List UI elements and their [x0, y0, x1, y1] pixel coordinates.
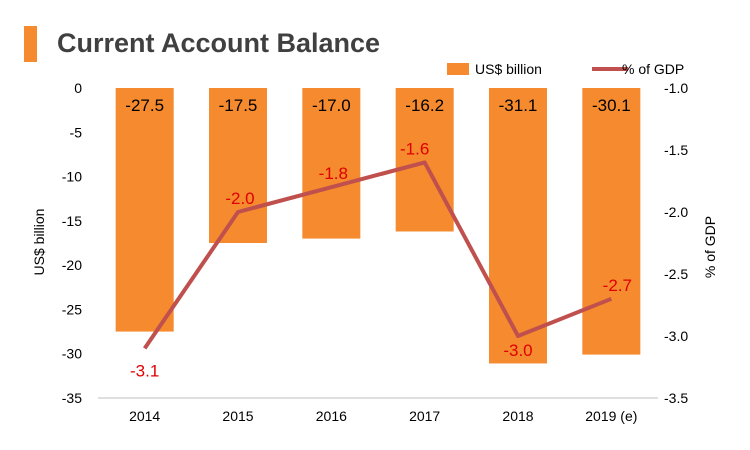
y-tick-label: -10 — [62, 169, 82, 185]
bar — [395, 88, 454, 232]
y2-tick-label: -1.0 — [664, 80, 688, 96]
legend-label-line: % of GDP — [622, 61, 684, 77]
y2-tick-label: -2.5 — [664, 266, 688, 282]
bar — [489, 88, 547, 364]
x-tick-label: 2016 — [316, 408, 347, 424]
bar-value-label: -17.0 — [312, 96, 351, 115]
y-axis-label: US$ billion — [31, 209, 47, 276]
bar — [302, 88, 361, 239]
bar-series — [115, 88, 641, 364]
gdp-line — [143, 160, 613, 350]
bar-value-label: -17.5 — [219, 96, 258, 115]
x-axis: 2014 2015 2016 2017 2018 2019 (e) — [98, 397, 658, 424]
left-axis: 0 -5 -10 -15 -20 -25 -30 -35 — [62, 80, 82, 406]
bar — [115, 88, 174, 332]
y2-tick-label: -2.0 — [664, 204, 688, 220]
line-value-label: -2.0 — [225, 189, 254, 208]
y2-axis-label: % of GDP — [702, 216, 718, 278]
x-tick-label: 2015 — [222, 408, 253, 424]
bar — [209, 88, 267, 243]
title-accent-bar — [24, 26, 37, 62]
bar — [582, 88, 641, 355]
legend-swatch-bars — [447, 63, 469, 75]
y-tick-label: -5 — [70, 124, 83, 140]
legend-label-bars: US$ billion — [475, 61, 542, 77]
x-tick-label: 2014 — [129, 408, 160, 424]
y2-tick-label: -3.5 — [664, 390, 688, 406]
x-tick-label: 2017 — [409, 408, 440, 424]
line-value-label: -2.7 — [603, 276, 632, 295]
legend: US$ billion % of GDP — [447, 61, 684, 77]
bar-value-labels: -27.5 -17.5 -17.0 -16.2 -31.1 -30.1 — [125, 96, 630, 115]
bar-value-label: -27.5 — [125, 96, 164, 115]
y2-tick-label: -3.0 — [664, 328, 688, 344]
y-tick-label: -20 — [62, 257, 82, 273]
y-tick-label: -25 — [62, 301, 82, 317]
chart-title: Current Account Balance — [57, 28, 381, 58]
right-axis: -1.0 -1.5 -2.0 -2.5 -3.0 -3.5 — [664, 80, 688, 406]
line-series — [143, 160, 613, 350]
line-value-labels: -3.1 -2.0 -1.8 -1.6 -3.0 -2.7 — [130, 139, 632, 380]
y-tick-label: -15 — [62, 213, 82, 229]
x-tick-label: 2019 (e) — [585, 408, 637, 424]
y-tick-label: 0 — [74, 80, 82, 96]
bar-value-label: -16.2 — [405, 96, 444, 115]
line-value-label: -1.8 — [319, 164, 348, 183]
line-value-label: -3.1 — [130, 361, 159, 380]
bar-value-label: -30.1 — [592, 96, 631, 115]
y-tick-label: -30 — [62, 346, 82, 362]
line-value-label: -1.6 — [400, 139, 429, 158]
line-value-label: -3.0 — [503, 341, 532, 360]
y2-tick-label: -1.5 — [664, 142, 688, 158]
x-tick-label: 2018 — [502, 408, 533, 424]
bar-value-label: -31.1 — [499, 96, 538, 115]
y-tick-label: -35 — [62, 390, 82, 406]
